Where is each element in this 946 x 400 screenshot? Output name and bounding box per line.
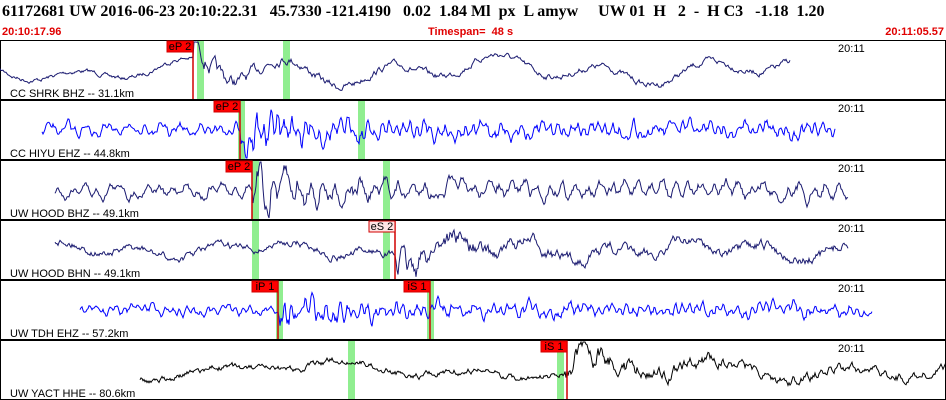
- phase-window: [383, 161, 390, 219]
- pick-label: eP 2: [228, 161, 250, 173]
- pick-label: eP 2: [169, 41, 191, 53]
- trace-label: CC SHRK BHZ -- 31.1km: [10, 88, 134, 100]
- phase-window: [276, 281, 283, 339]
- waveform: [79, 291, 873, 327]
- phase-window: [383, 221, 390, 279]
- waveform: [139, 340, 946, 387]
- pick-box: [166, 40, 194, 53]
- pick-box: [251, 280, 279, 293]
- time-label: 20:11: [838, 43, 865, 55]
- waveform: [0, 41, 791, 92]
- phase-window: [557, 341, 564, 399]
- phase-window: [197, 41, 204, 99]
- pick-box: [403, 280, 431, 293]
- trace-label: CC HIYU EHZ -- 44.8km: [10, 148, 130, 160]
- time-label: 20:11: [838, 163, 865, 175]
- pick-label: eP 2: [216, 101, 238, 113]
- pick-box: [213, 100, 241, 113]
- pick-box: [225, 160, 253, 173]
- phase-window: [252, 221, 259, 279]
- pick-label: iS 1: [545, 341, 564, 353]
- pick-box: [368, 220, 396, 233]
- waveform: [54, 161, 849, 219]
- phase-window: [358, 101, 365, 159]
- waveform: [54, 228, 849, 277]
- trace-label: UW YACT HHE -- 80.6km: [10, 388, 135, 400]
- time-label: 20:11: [838, 343, 865, 355]
- time-label: 20:11: [838, 223, 865, 235]
- start-time: 20:10:17.96: [2, 26, 61, 38]
- pick-box: [540, 340, 568, 353]
- pick-label: eS 2: [371, 221, 394, 233]
- waveform: [41, 109, 836, 159]
- phase-window: [238, 101, 245, 159]
- trace-label: UW TDH EHZ -- 57.2km: [10, 328, 128, 340]
- trace-label: UW HOOD BHZ -- 49.1km: [10, 208, 139, 220]
- end-time: 20:11:05.57: [885, 26, 944, 38]
- pick-label: iS 1: [408, 281, 427, 293]
- phase-window: [283, 41, 290, 99]
- phase-window: [348, 341, 355, 399]
- event-header: 61172681 UW 2016-06-23 20:10:22.31 45.73…: [2, 3, 825, 20]
- timespan: Timespan= 48 s: [428, 26, 513, 38]
- time-label: 20:11: [838, 283, 865, 295]
- time-label: 20:11: [838, 103, 865, 115]
- pick-label: iP 1: [256, 281, 275, 293]
- trace-label: UW HOOD BHN -- 49.1km: [10, 268, 140, 280]
